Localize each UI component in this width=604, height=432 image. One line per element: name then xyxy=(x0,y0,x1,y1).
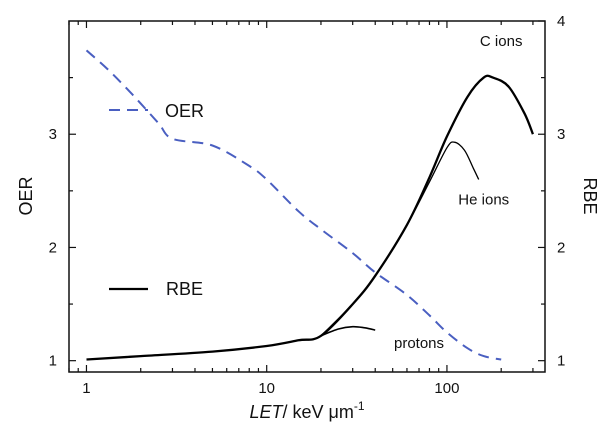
series-he-ions-line xyxy=(320,141,480,337)
y-axis-right-title: RBE xyxy=(580,177,600,214)
y-axis-left: 1 2 3 xyxy=(49,77,76,370)
label-oer: OER xyxy=(165,101,204,121)
y-left-tick-label: 1 xyxy=(49,353,57,370)
series-oer-line xyxy=(85,49,502,361)
label-rbe: RBE xyxy=(166,279,203,299)
label-he-ions: He ions xyxy=(458,191,509,208)
label-protons: protons xyxy=(394,335,444,352)
y-right-tick-label: 3 xyxy=(557,126,565,143)
label-c-ions: C ions xyxy=(480,33,523,50)
y-left-tick-label: 3 xyxy=(49,126,57,143)
legend xyxy=(109,109,148,291)
x-axis-title-italic: LET xyxy=(249,402,284,422)
y-right-tick-label: 4 xyxy=(557,13,565,30)
x-axis: 1 10 100 xyxy=(68,21,534,397)
series-layer xyxy=(85,49,534,361)
x-axis-title-exponent: -1 xyxy=(354,399,365,413)
x-tick-label: 1 xyxy=(82,380,90,397)
x-axis-title: LET/ keV μm-1 xyxy=(249,399,364,422)
annotations: C ions He ions protons OER RBE xyxy=(165,33,522,352)
plot-frame xyxy=(68,20,546,373)
y-axis-right: 1 2 3 4 xyxy=(538,13,565,370)
series-protons-line xyxy=(320,325,376,337)
y-left-tick-label: 2 xyxy=(49,239,57,256)
y-right-tick-label: 1 xyxy=(557,353,565,370)
y-axis-left-title: OER xyxy=(16,176,36,215)
y-right-tick-label: 2 xyxy=(557,239,565,256)
x-axis-title-unit: / keV μm xyxy=(282,402,353,422)
x-tick-label: 100 xyxy=(434,380,459,397)
x-tick-label: 10 xyxy=(258,380,275,397)
